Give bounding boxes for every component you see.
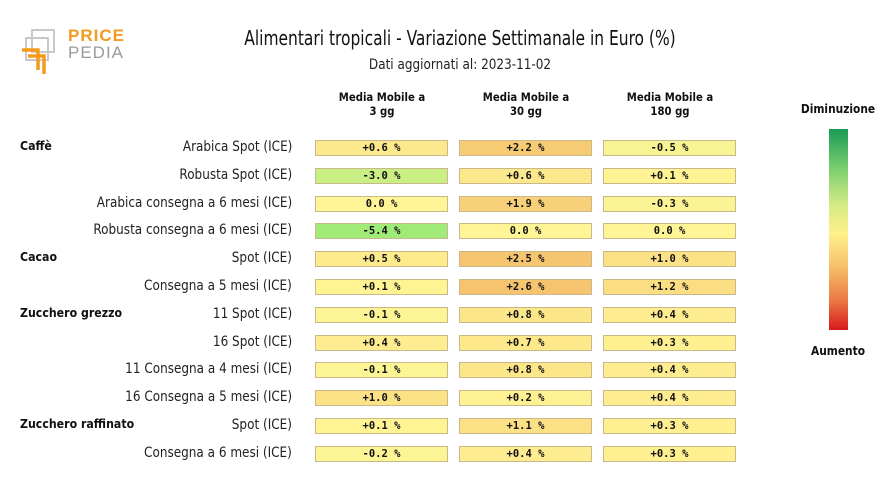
value-cell: +1.0 % bbox=[603, 251, 736, 268]
value-cell: +0.2 % bbox=[459, 390, 592, 407]
value-cell: +0.1 % bbox=[315, 279, 448, 295]
chart-title: Alimentari tropicali - Variazione Settim… bbox=[244, 26, 676, 50]
value-cell: 0.0 % bbox=[315, 195, 448, 212]
row-label: Consegna a 6 mesi (ICE) bbox=[144, 444, 292, 461]
row-label: 11 Consegna a 4 mesi (ICE) bbox=[125, 361, 292, 378]
logo-text-price: PRICE bbox=[68, 26, 125, 45]
column-header-30gg: Media Mobile a 30 gg bbox=[466, 90, 586, 118]
legend-color-scale bbox=[829, 129, 848, 330]
row-label: Spot (ICE) bbox=[231, 417, 292, 433]
value-cell: +0.5 % bbox=[315, 251, 448, 268]
column-header-line2: 30 gg bbox=[509, 104, 543, 118]
row-label: 16 Spot (ICE) bbox=[212, 333, 292, 350]
value-cell: -0.2 % bbox=[315, 445, 448, 462]
legend-top-label: Diminuzione bbox=[800, 101, 876, 116]
group-label: Zucchero raffinato bbox=[20, 416, 135, 431]
value-cell: +2.2 % bbox=[459, 140, 592, 156]
value-cell: +0.8 % bbox=[459, 362, 592, 379]
value-cell: -5.4 % bbox=[315, 223, 448, 240]
row-label: Arabica Spot (ICE) bbox=[182, 139, 292, 155]
logo-text-pedia: PEDIA bbox=[68, 43, 125, 62]
column-header-3gg: Media Mobile a 3 gg bbox=[322, 90, 442, 118]
chart-subtitle: Dati aggiornati al: 2023-11-02 bbox=[368, 57, 552, 73]
value-cell: +2.6 % bbox=[459, 279, 592, 295]
value-cell: +0.4 % bbox=[603, 362, 736, 379]
column-header-180gg: Media Mobile a 180 gg bbox=[610, 90, 730, 118]
value-cell: +0.6 % bbox=[459, 167, 592, 184]
value-cell: +0.4 % bbox=[459, 445, 592, 462]
value-cell: +0.1 % bbox=[603, 167, 736, 184]
value-cell: -3.0 % bbox=[315, 167, 448, 184]
value-cell: 0.0 % bbox=[459, 223, 592, 240]
logo-mark-icon bbox=[22, 29, 55, 74]
group-label: Caffè bbox=[20, 138, 52, 153]
row-label: Arabica consegna a 6 mesi (ICE) bbox=[96, 194, 292, 211]
value-cell: +1.2 % bbox=[603, 279, 736, 295]
value-cell: +0.3 % bbox=[603, 334, 736, 351]
value-cell: +0.4 % bbox=[603, 306, 736, 323]
row-label: Robusta consegna a 6 mesi (ICE) bbox=[93, 222, 292, 239]
value-cell: +0.4 % bbox=[603, 390, 736, 407]
value-cell: -0.1 % bbox=[315, 362, 448, 379]
value-cell: -0.3 % bbox=[603, 195, 736, 212]
group-label: Cacao bbox=[20, 249, 58, 265]
row-label: 16 Consegna a 5 mesi (ICE) bbox=[125, 389, 292, 406]
value-cell: +0.4 % bbox=[315, 334, 448, 351]
value-cell: -0.1 % bbox=[315, 306, 448, 323]
value-cell: 0.0 % bbox=[603, 223, 736, 240]
value-cell: +0.3 % bbox=[603, 418, 736, 434]
value-cell: +1.0 % bbox=[315, 390, 448, 407]
value-cell: -0.5 % bbox=[603, 140, 736, 156]
pricepedia-logo: PRICE PEDIA bbox=[20, 26, 130, 74]
row-label: Robusta Spot (ICE) bbox=[179, 166, 292, 183]
column-header-line2: 3 gg bbox=[369, 104, 395, 118]
value-cell: +1.1 % bbox=[459, 418, 592, 434]
group-label: Zucchero grezzo bbox=[20, 304, 123, 320]
value-cell: +1.9 % bbox=[459, 195, 592, 212]
legend-bottom-label: Aumento bbox=[810, 343, 866, 358]
value-cell: +2.5 % bbox=[459, 251, 592, 268]
row-label: Consegna a 5 mesi (ICE) bbox=[144, 278, 292, 294]
value-cell: +0.6 % bbox=[315, 140, 448, 156]
row-label: 11 Spot (ICE) bbox=[212, 305, 292, 322]
column-header-line1: Media Mobile a bbox=[338, 90, 426, 104]
column-header-line1: Media Mobile a bbox=[626, 90, 714, 104]
row-label: Spot (ICE) bbox=[231, 250, 292, 267]
column-header-line2: 180 gg bbox=[650, 104, 690, 118]
value-cell: +0.7 % bbox=[459, 334, 592, 351]
value-cell: +0.1 % bbox=[315, 418, 448, 434]
value-cell: +0.8 % bbox=[459, 306, 592, 323]
column-header-line1: Media Mobile a bbox=[482, 90, 570, 104]
value-cell: +0.3 % bbox=[603, 445, 736, 462]
